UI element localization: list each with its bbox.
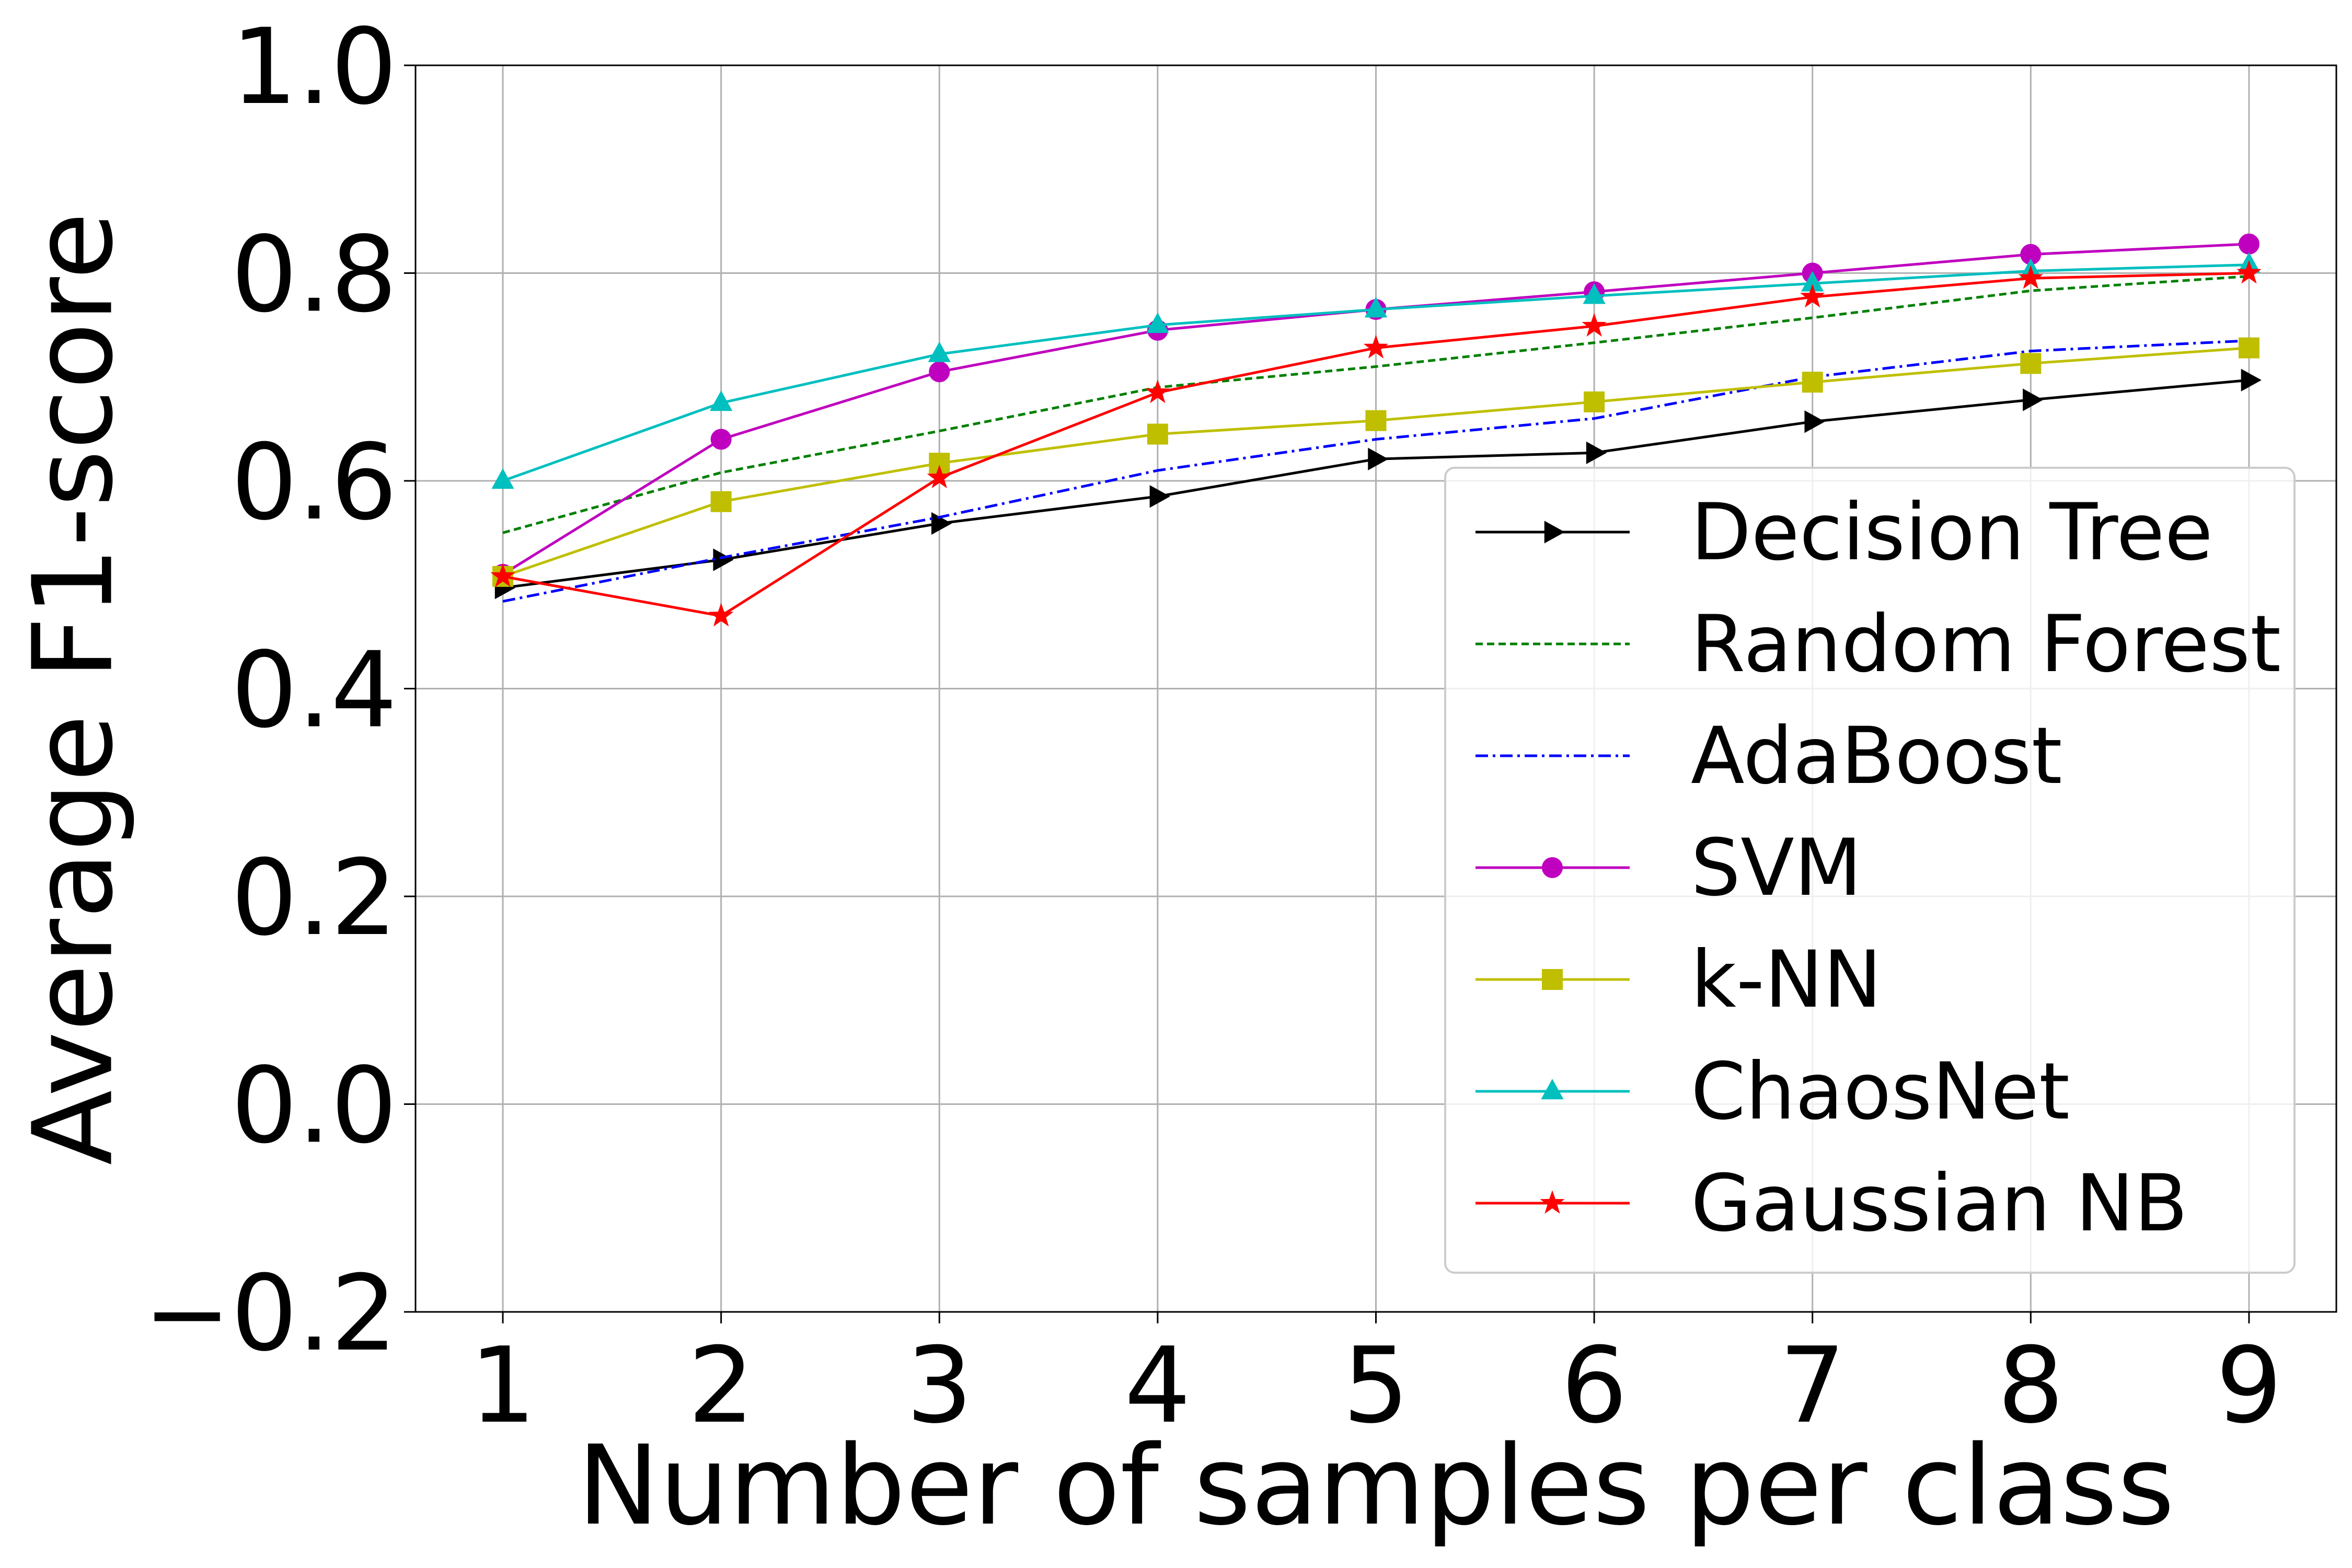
y-tick-label: 0.4 [231,630,397,752]
series-adaboost [502,339,2250,603]
y-axis-ticks: −0.2 0.0 0.2 0.4 0.6 0.8 1.0 [143,6,416,1375]
legend: Decision Tree Random Forest AdaBoost SVM k-N… [1444,467,2296,1274]
legend-item-k-nn: k-NN [1475,935,1882,1025]
legend-marker-svm [1542,857,1563,878]
legend-label-random-forest: Random Forest [1691,599,2281,690]
legend-label-k-nn: k-NN [1691,935,1882,1025]
data-point-svm [929,361,950,383]
series-random-forest [502,275,2250,534]
x-tick-label: 4 [1124,1325,1191,1447]
x-tick-label: 8 [1998,1325,2064,1447]
legend-item-adaboost: AdaBoost [1475,711,2062,802]
data-point-gaussian-nb [1800,284,1825,308]
x-tick-label: 9 [2216,1325,2282,1447]
x-axis-title: Number of samples per class [577,1422,2174,1550]
legend-item-svm: SVM [1475,823,1862,914]
y-tick-label: 0.0 [231,1045,397,1167]
legend-item-random-forest: Random Forest [1475,599,2281,690]
x-tick-label: 2 [688,1325,754,1447]
legend-marker-gaussian-nb [1540,1190,1565,1214]
legend-label-chaosnet: ChaosNet [1691,1046,2070,1137]
legend-item-gaussian-nb: Gaussian NB [1475,1158,2188,1249]
x-axis-ticks: 1 2 3 4 5 6 7 8 9 [469,1312,2282,1447]
data-point-svm [2238,233,2259,255]
data-point-k-nn [1147,423,1168,445]
data-point-decision-tree [1586,441,1607,464]
data-point-decision-tree [931,512,952,535]
y-tick-label: 0.8 [231,214,397,336]
x-tick-label: 1 [469,1325,536,1447]
data-point-k-nn [1584,391,1605,412]
x-tick-label: 6 [1561,1325,1627,1447]
series-gaussian-nb [490,260,2262,627]
y-tick-label: 1.0 [231,6,397,128]
data-point-gaussian-nb [1582,313,1607,337]
series-lines [490,233,2262,627]
legend-item-decision-tree: Decision Tree [1475,487,2213,578]
series-line-adaboost [502,339,2250,603]
series-k-nn [492,337,2259,587]
data-point-gaussian-nb [1145,379,1170,403]
x-tick-label: 3 [906,1325,973,1447]
data-point-gaussian-nb [1363,335,1389,359]
data-point-chaosnet [928,341,951,362]
data-point-chaosnet [710,390,733,411]
data-point-decision-tree [1368,447,1389,470]
y-axis-title: Average F1-score [9,212,137,1166]
data-point-chaosnet [491,468,514,489]
y-tick-label: 0.6 [231,422,397,544]
data-point-svm [710,429,732,450]
data-point-gaussian-nb [2018,265,2044,289]
data-point-decision-tree [1149,485,1170,508]
legend-label-gaussian-nb: Gaussian NB [1691,1158,2188,1249]
data-point-chaosnet [1146,312,1169,333]
data-point-gaussian-nb [2236,260,2262,284]
data-point-decision-tree [713,548,734,571]
data-point-gaussian-nb [708,603,734,627]
legend-label-adaboost: AdaBoost [1691,711,2062,802]
legend-label-svm: SVM [1691,823,1862,914]
series-line-random-forest [502,275,2250,534]
data-point-gaussian-nb [927,465,952,489]
legend-label-decision-tree: Decision Tree [1691,487,2213,578]
data-point-decision-tree [2023,388,2044,411]
legend-marker-chaosnet [1541,1079,1564,1100]
data-point-k-nn [2238,337,2259,359]
legend-marker-decision-tree [1544,521,1565,544]
legend-marker-k-nn [1542,969,1563,990]
data-point-k-nn [2020,353,2042,374]
legend-box [1444,467,2296,1274]
data-point-k-nn [710,491,732,512]
y-tick-label: 0.2 [231,837,397,959]
data-point-k-nn [1365,410,1387,431]
x-tick-label: 7 [1779,1325,1846,1447]
data-point-decision-tree [1804,410,1825,433]
x-tick-label: 5 [1343,1325,1409,1447]
data-point-k-nn [1802,372,1823,393]
data-point-chaosnet [1364,297,1388,318]
data-point-gaussian-nb [490,563,515,587]
legend-item-chaosnet: ChaosNet [1475,1046,2070,1137]
y-tick-label: −0.2 [143,1253,397,1375]
data-point-decision-tree [2241,368,2262,391]
data-point-chaosnet [1583,283,1606,304]
